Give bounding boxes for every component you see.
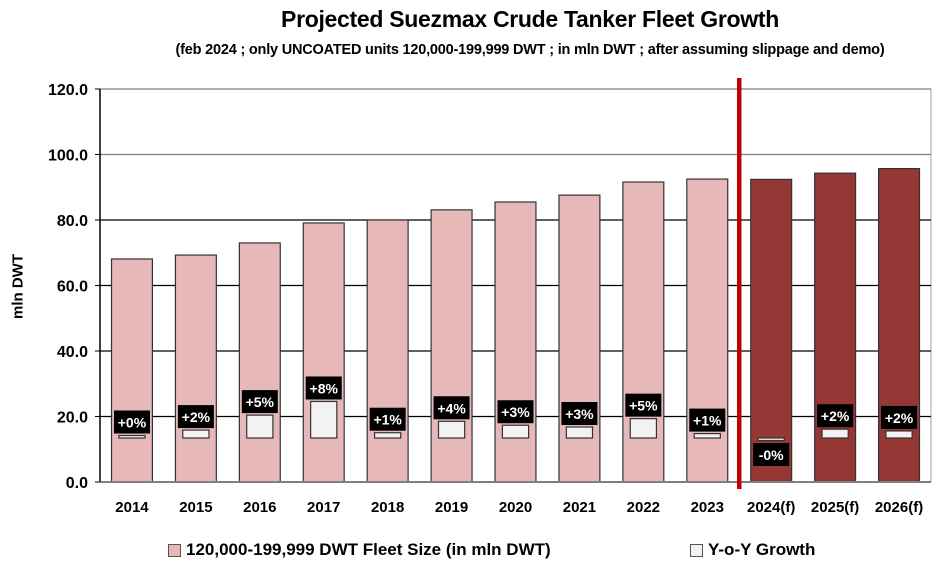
x-tick-label: 2016 <box>243 499 276 516</box>
growth-data-label: -0% <box>759 447 784 463</box>
y-tick-label: 120.0 <box>48 82 88 99</box>
growth-data-label: +2% <box>885 410 914 426</box>
growth-bar <box>757 437 785 442</box>
x-tick-label: 2025(f) <box>811 499 859 516</box>
growth-data-label: +0% <box>118 415 147 431</box>
x-tick-label: 2023 <box>691 499 724 516</box>
growth-data-label: +2% <box>182 409 211 425</box>
x-tick-label: 2020 <box>499 499 532 516</box>
growth-data-label: +1% <box>693 413 722 429</box>
growth-bar <box>246 414 274 439</box>
growth-data-label: +2% <box>821 408 850 424</box>
growth-label-bg <box>561 402 598 425</box>
fleet-bar <box>877 167 921 483</box>
growth-data-label: +3% <box>565 406 594 422</box>
growth-bar <box>565 426 594 439</box>
growth-bar <box>182 429 210 439</box>
growth-data-label: +4% <box>437 400 466 416</box>
growth-label-bg <box>753 443 790 466</box>
y-tick-label: 80.0 <box>57 213 88 230</box>
legend-label-fleet-size: 120,000-199,999 DWT Fleet Size (in mln D… <box>186 540 551 559</box>
fleet-bar <box>430 209 473 483</box>
x-tick-label: 2026(f) <box>875 499 923 516</box>
growth-label-bg <box>497 400 534 424</box>
growth-data-label: +8% <box>310 380 339 396</box>
growth-label-bg <box>433 396 470 420</box>
fleet-bar <box>558 194 601 483</box>
fleet-bar <box>110 258 154 483</box>
growth-label-bg <box>881 405 918 429</box>
fleet-bar <box>494 201 537 483</box>
growth-bar <box>501 424 530 439</box>
fleet-bar <box>750 178 793 483</box>
legend-item-fleet-size: 120,000-199,999 DWT Fleet Size (in mln D… <box>168 540 551 560</box>
y-tick-label: 40.0 <box>57 344 88 361</box>
growth-bar <box>821 428 849 439</box>
growth-label-bg <box>241 390 278 414</box>
x-tick-label: 2015 <box>179 499 212 516</box>
growth-bar <box>310 400 338 439</box>
legend-swatch-yoy-growth <box>690 543 703 557</box>
legend: 120,000-199,999 DWT Fleet Size (in mln D… <box>0 540 945 564</box>
growth-label-bg <box>113 410 150 434</box>
growth-data-label: +3% <box>501 404 530 420</box>
growth-bar <box>373 432 402 439</box>
x-tick-label: 2022 <box>627 499 660 516</box>
y-tick-label: 0.0 <box>66 475 88 492</box>
growth-label-bg <box>689 408 726 432</box>
y-tick-label: 20.0 <box>57 410 88 427</box>
y-tick-label: 60.0 <box>57 279 88 296</box>
x-tick-label: 2018 <box>371 499 404 516</box>
growth-label-bg <box>625 393 662 417</box>
legend-label-yoy-growth: Y-o-Y Growth <box>708 540 816 559</box>
x-tick-label: 2014 <box>115 499 149 516</box>
fleet-bar <box>366 219 409 483</box>
growth-bar <box>437 420 466 439</box>
chart-subtitle: (feb 2024 ; only UNCOATED units 120,000-… <box>175 42 885 58</box>
legend-item-yoy-growth: Y-o-Y Growth <box>690 540 815 560</box>
growth-label-bg <box>817 404 854 428</box>
x-tick-label: 2019 <box>435 499 468 516</box>
growth-label-bg <box>305 376 342 400</box>
growth-data-label: +1% <box>373 412 402 428</box>
fleet-bar <box>174 254 217 483</box>
y-tick-label: 100.0 <box>48 148 88 165</box>
growth-bar <box>118 434 146 439</box>
x-tick-label: 2024(f) <box>747 499 795 516</box>
growth-data-label: +5% <box>246 394 275 410</box>
x-tick-label: 2021 <box>563 499 596 516</box>
growth-bar <box>693 433 721 439</box>
x-tick-label: 2017 <box>307 499 340 516</box>
growth-bar <box>629 418 658 439</box>
legend-swatch-fleet-size <box>168 543 181 557</box>
fleet-bar <box>238 242 281 483</box>
growth-label-bg <box>177 405 214 429</box>
growth-label-bg <box>369 407 406 431</box>
growth-bar <box>885 430 913 439</box>
fleet-bar <box>302 222 345 483</box>
growth-data-label: +5% <box>629 398 658 414</box>
chart-title: Projected Suezmax Crude Tanker Fleet Gro… <box>281 6 779 32</box>
